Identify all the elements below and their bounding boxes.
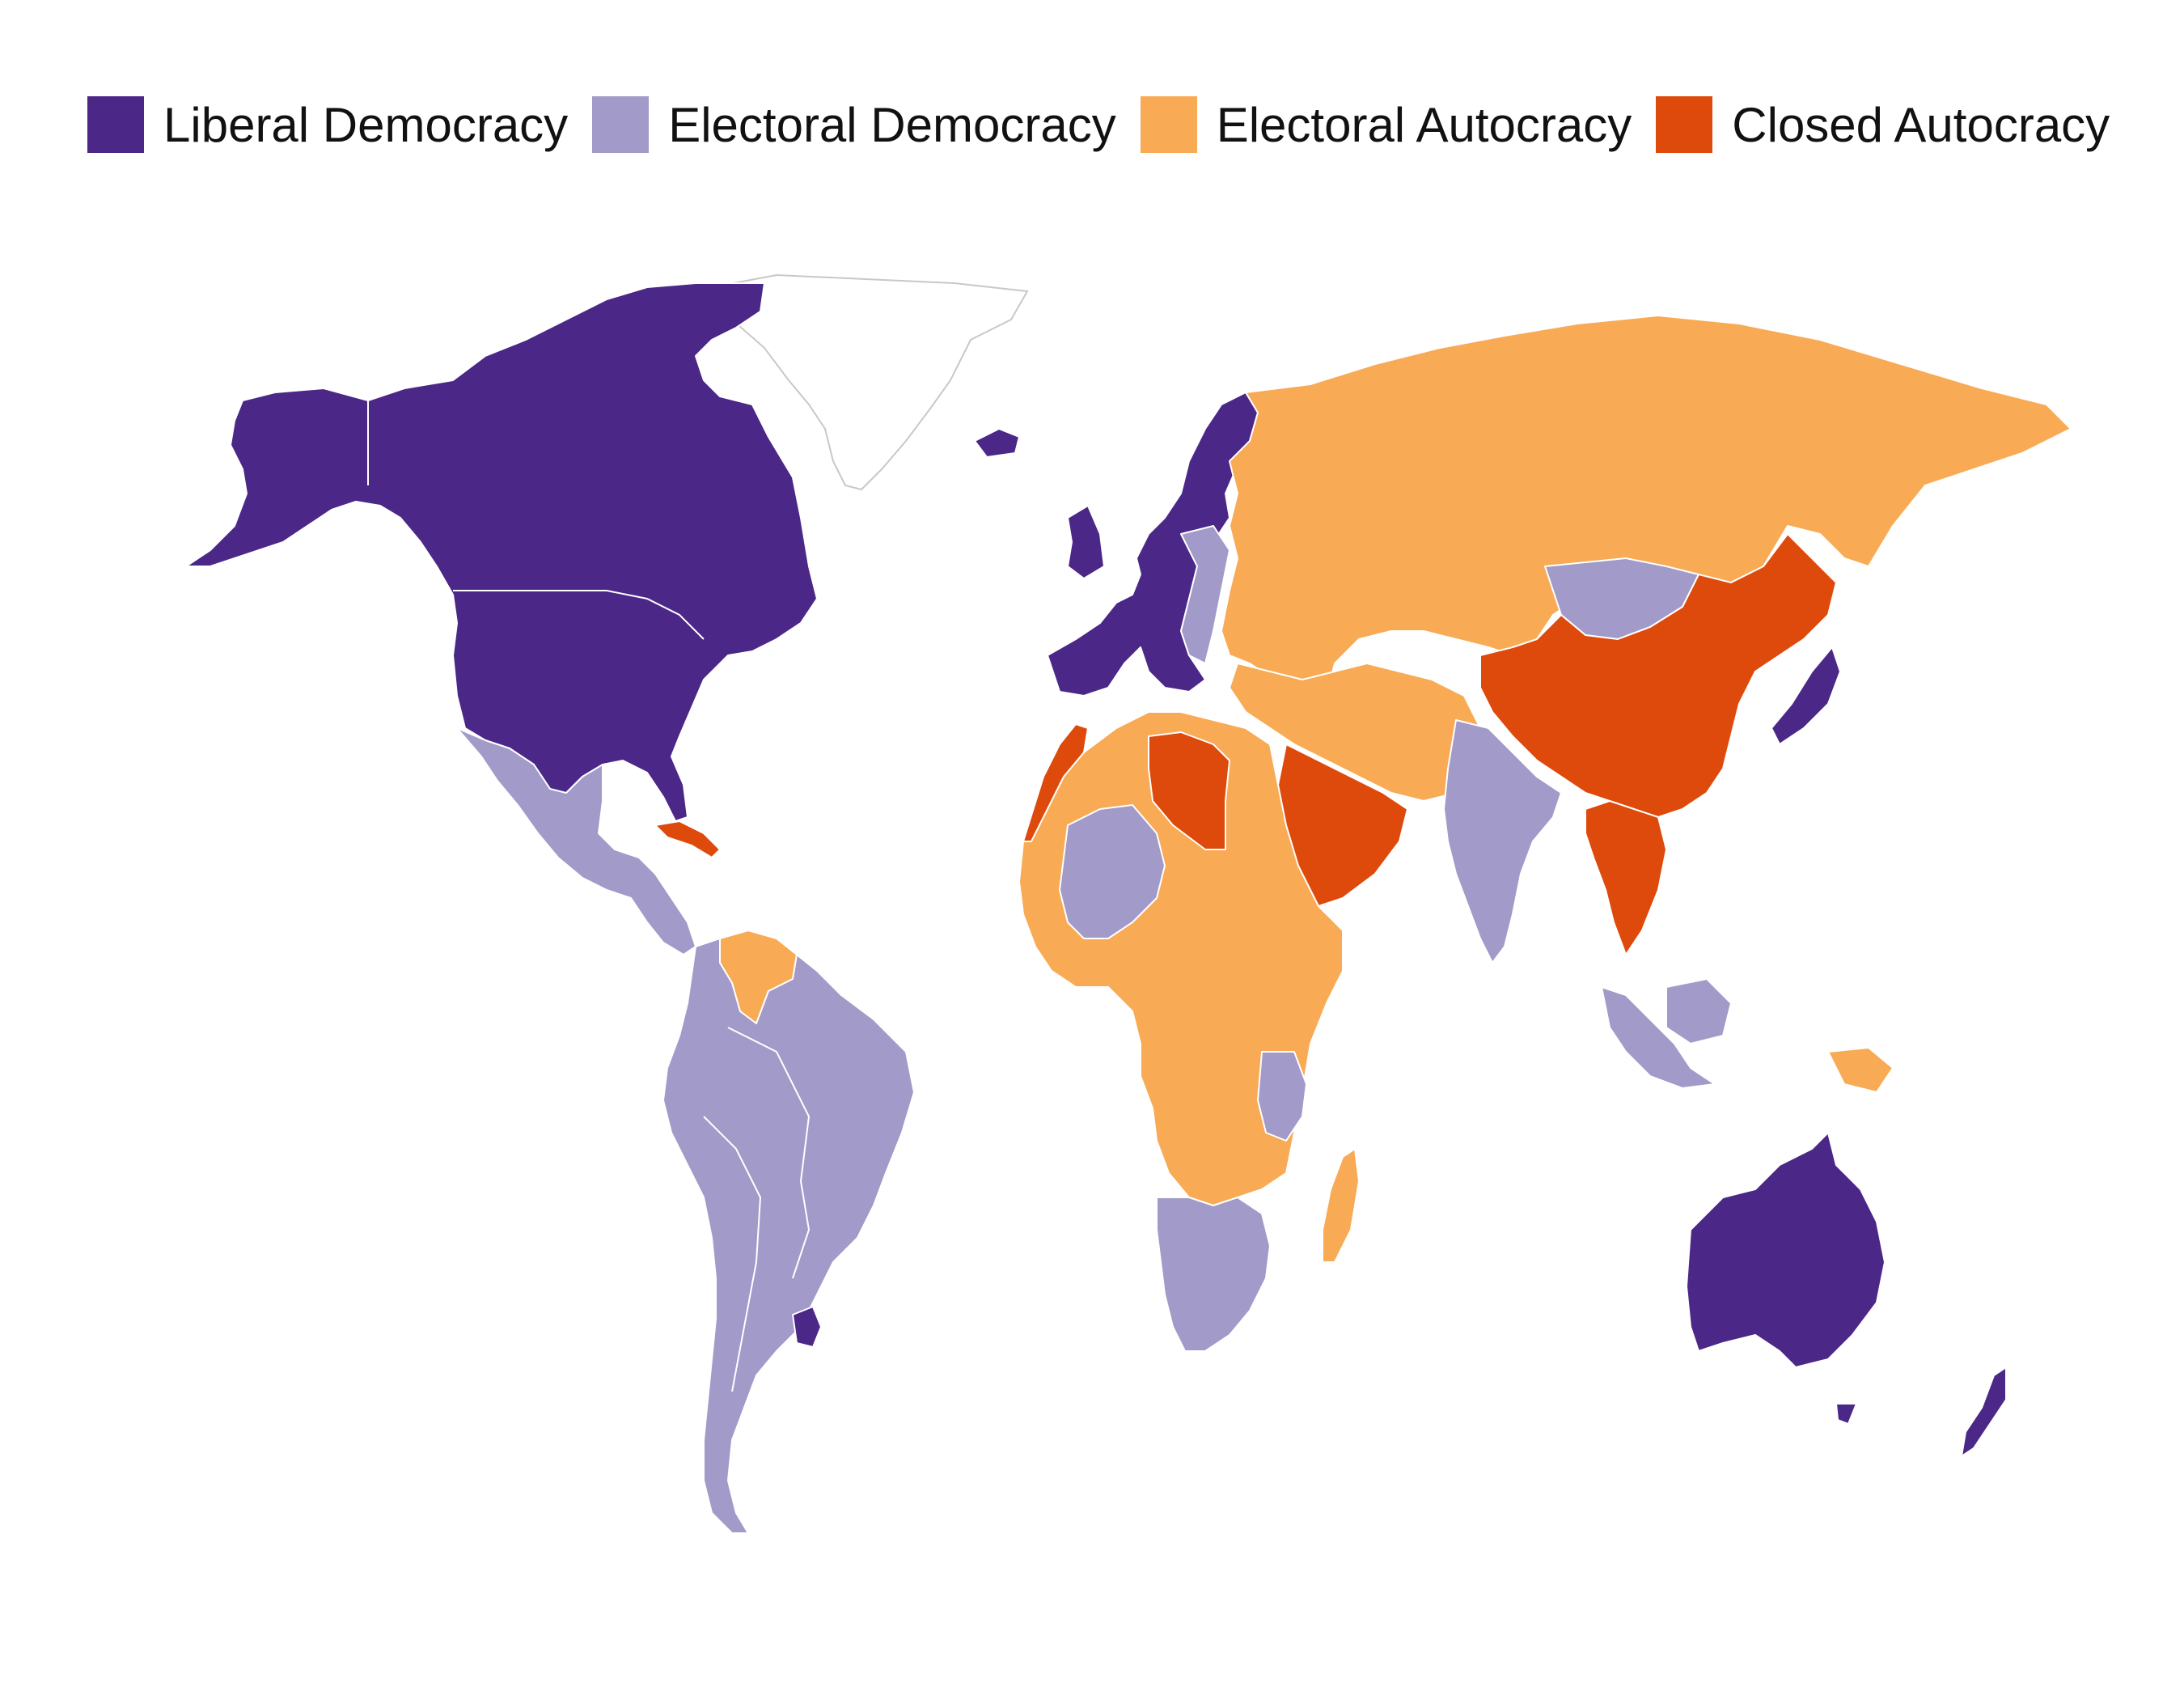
region-china — [1479, 533, 1837, 818]
region-uk — [1067, 505, 1105, 579]
legend-label: Closed Autocracy — [1732, 97, 2110, 152]
region-eastern-europe — [1180, 525, 1230, 664]
region-madagascar — [1322, 1148, 1360, 1263]
region-tasmania — [1835, 1403, 1857, 1425]
legend-swatch — [592, 96, 650, 153]
region-east-africa — [1257, 1051, 1307, 1142]
legend-label: Liberal Democracy — [163, 97, 569, 152]
region-new-zealand — [1961, 1366, 2007, 1457]
legend-item-liberal-democracy: Liberal Democracy — [87, 96, 568, 153]
border-andes — [703, 1116, 762, 1392]
border-brazil — [727, 1027, 811, 1279]
legend-item-electoral-democracy: Electoral Democracy — [592, 96, 1116, 153]
legend-swatch — [1656, 96, 1713, 153]
legend-swatch — [1140, 96, 1197, 153]
legend-item-electoral-autocracy: Electoral Autocracy — [1140, 96, 1632, 153]
region-libya — [1148, 731, 1230, 850]
region-uruguay — [792, 1306, 822, 1348]
legend-label: Electoral Democracy — [668, 97, 1116, 152]
region-greenland — [710, 273, 1029, 491]
region-australia — [1686, 1132, 1886, 1368]
legend: Liberal Democracy Electoral Democracy El… — [87, 95, 2134, 154]
legend-item-closed-autocracy: Closed Autocracy — [1656, 96, 2110, 153]
region-papua — [1827, 1047, 1894, 1093]
region-borneo — [1666, 978, 1732, 1044]
legend-label: Electoral Autocracy — [1216, 97, 1632, 152]
region-south-america — [662, 938, 915, 1534]
region-india — [1443, 719, 1562, 964]
border-canada-usa — [453, 590, 705, 640]
region-western-europe — [1047, 392, 1259, 697]
region-indonesia — [1601, 986, 1716, 1089]
region-japan — [1771, 646, 1841, 745]
region-cuba — [654, 820, 721, 858]
legend-swatch — [87, 96, 144, 153]
region-iceland — [974, 428, 1020, 458]
region-morocco — [1022, 723, 1089, 842]
region-mexico-central-america — [456, 727, 696, 955]
region-west-africa — [1059, 804, 1166, 939]
region-southern-africa — [1156, 1197, 1271, 1352]
region-north-america — [185, 282, 818, 822]
region-southeast-asia — [1585, 800, 1667, 955]
